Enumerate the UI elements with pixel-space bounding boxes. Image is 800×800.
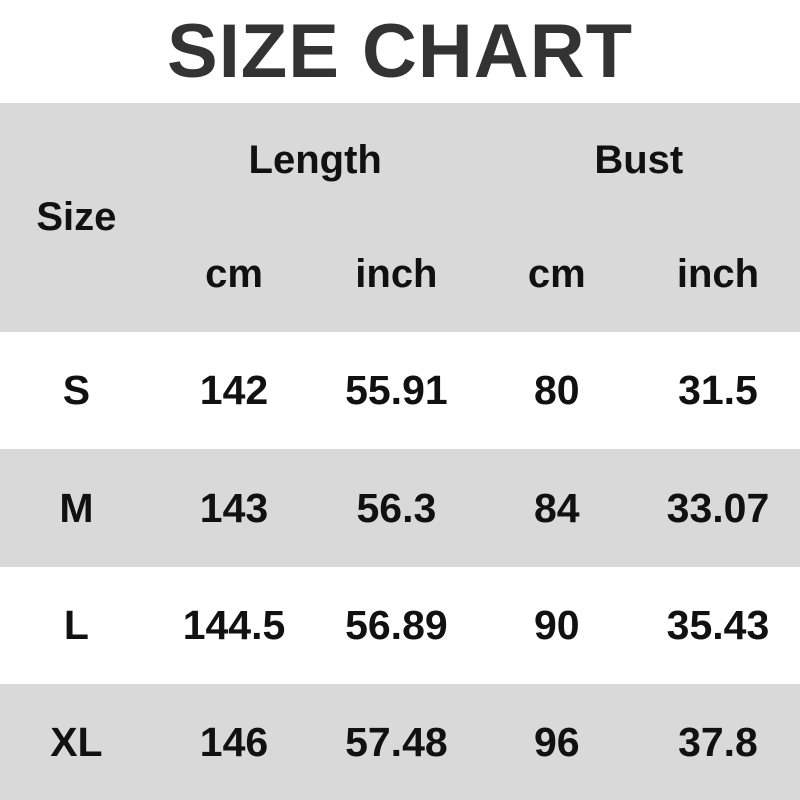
title-bar: SIZE CHART — [0, 0, 800, 103]
size-label: M — [59, 484, 94, 531]
column-group-length: Length — [248, 137, 382, 182]
length-cm-value: 146 — [199, 718, 269, 765]
bust-cm-value: 80 — [533, 367, 580, 413]
size-label: S — [62, 367, 91, 413]
length-inch-value: 56.3 — [356, 484, 437, 531]
table-row-xl: XL 146 57.48 96 37.8 — [0, 684, 800, 800]
page-title: SIZE CHART — [167, 8, 633, 94]
bust-inch-value: 37.8 — [678, 718, 758, 765]
bust-cm-value: 90 — [533, 602, 580, 648]
bust-inch-value: 35.43 — [666, 602, 770, 648]
bust-inch-value: 33.07 — [666, 484, 770, 531]
length-inch-value: 55.91 — [345, 367, 448, 413]
length-cm-value: 142 — [199, 367, 269, 413]
table-header: Size Length Bust cm inch cm inch — [0, 103, 800, 332]
bust-cm-value: 84 — [533, 484, 580, 531]
size-chart-table: Size Length Bust cm inch cm inch S 142 5… — [0, 103, 800, 800]
size-label: XL — [50, 718, 103, 765]
table-row-s: S 142 55.91 80 31.5 — [0, 332, 800, 449]
length-inch-value: 56.89 — [345, 602, 448, 648]
column-header-length-inch: inch — [355, 252, 438, 297]
column-group-bust: Bust — [594, 137, 684, 182]
column-header-bust-cm: cm — [527, 252, 586, 297]
bust-cm-value: 96 — [533, 718, 580, 765]
column-header-size: Size — [36, 195, 117, 239]
length-cm-value: 143 — [199, 484, 269, 531]
size-label: L — [63, 602, 89, 648]
table-row-m: M 143 56.3 84 33.07 — [0, 449, 800, 567]
length-inch-value: 57.48 — [345, 718, 448, 765]
bust-inch-value: 31.5 — [678, 367, 758, 413]
table-row-l: L 144.5 56.89 90 35.43 — [0, 567, 800, 684]
column-header-length-cm: cm — [205, 252, 263, 297]
length-cm-value: 144.5 — [182, 602, 286, 648]
column-header-bust-inch: inch — [676, 252, 760, 297]
